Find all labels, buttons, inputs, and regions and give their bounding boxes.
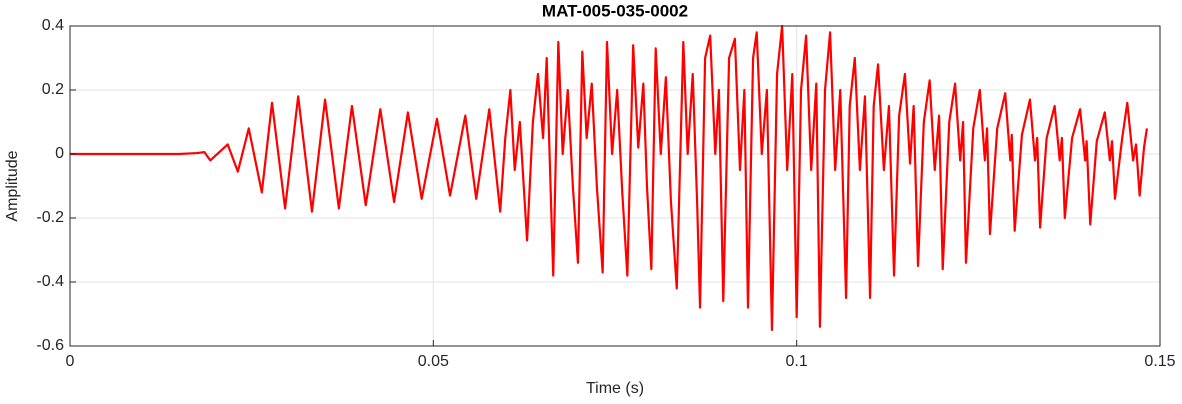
x-tick-label: 0.15 — [1144, 353, 1175, 370]
y-tick-label: 0 — [55, 145, 64, 162]
x-tick-label: 0.1 — [786, 353, 808, 370]
plot-area — [70, 26, 1160, 346]
y-tick-label: -0.4 — [36, 273, 64, 290]
y-tick-label: 0.2 — [42, 81, 64, 98]
x-axis-label: Time (s) — [586, 380, 644, 397]
y-tick-label: -0.6 — [36, 337, 64, 354]
chart-title: MAT-005-035-0002 — [542, 1, 688, 20]
x-tick-label: 0 — [66, 353, 75, 370]
y-tick-label: 0.4 — [42, 17, 64, 34]
y-axis-label: Amplitude — [4, 150, 21, 221]
y-tick-label: -0.2 — [36, 209, 64, 226]
marks — [70, 24, 1149, 332]
plot-frame — [69, 25, 1161, 347]
x-tick-label: 0.05 — [418, 353, 449, 370]
signal-line — [70, 24, 1149, 332]
